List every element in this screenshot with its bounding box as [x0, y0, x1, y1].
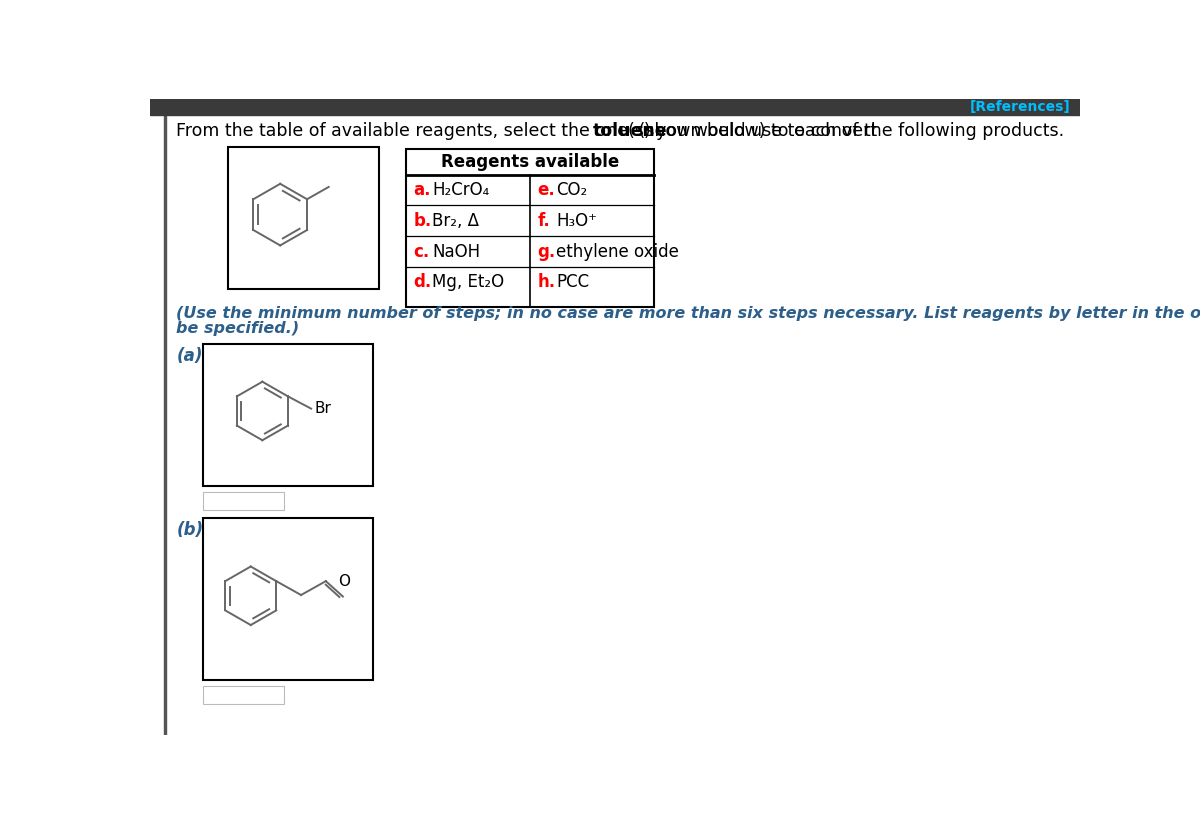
Bar [203, 344, 373, 487]
Text: Br₂, Δ: Br₂, Δ [432, 211, 479, 230]
Text: Reagents available: Reagents available [440, 153, 619, 171]
Text: e.: e. [538, 181, 556, 199]
Text: H₃O⁺: H₃O⁺ [556, 211, 598, 230]
Text: b.: b. [414, 211, 432, 230]
Bar [203, 491, 284, 510]
Text: (shown below) to each of the following products.: (shown below) to each of the following p… [632, 122, 1064, 140]
Text: From the table of available reagents, select the one(s) you would use to convert: From the table of available reagents, se… [176, 122, 949, 140]
Text: O: O [338, 573, 350, 589]
Text: (Use the minimum number of steps; in no case are more than six steps necessary. : (Use the minimum number of steps; in no … [176, 306, 1200, 320]
Text: a.: a. [414, 181, 431, 199]
Text: be specified.): be specified.) [176, 321, 300, 336]
Bar [203, 686, 284, 705]
Text: NaOH: NaOH [432, 243, 480, 260]
Bar [164, 115, 167, 735]
Text: toluene: toluene [593, 122, 667, 140]
Text: From the table of available reagents, select the one(s) you would use to convert: From the table of available reagents, se… [176, 122, 883, 140]
Text: [References]: [References] [970, 100, 1070, 114]
Text: ethylene oxide: ethylene oxide [556, 243, 679, 260]
Bar [203, 518, 373, 680]
Text: f.: f. [538, 211, 551, 230]
Text: (a): (a) [176, 347, 203, 365]
Text: g.: g. [538, 243, 556, 260]
Text: d.: d. [414, 273, 432, 292]
Text: (b): (b) [176, 521, 204, 539]
Text: PCC: PCC [556, 273, 589, 292]
Text: H₂CrO₄: H₂CrO₄ [432, 181, 490, 199]
Bar [228, 147, 379, 289]
Bar [150, 99, 1080, 115]
Text: CO₂: CO₂ [556, 181, 587, 199]
Text: h.: h. [538, 273, 556, 292]
Text: Mg, Et₂O: Mg, Et₂O [432, 273, 504, 292]
Text: c.: c. [414, 243, 430, 260]
Text: Br: Br [314, 401, 331, 416]
Bar [406, 150, 654, 307]
